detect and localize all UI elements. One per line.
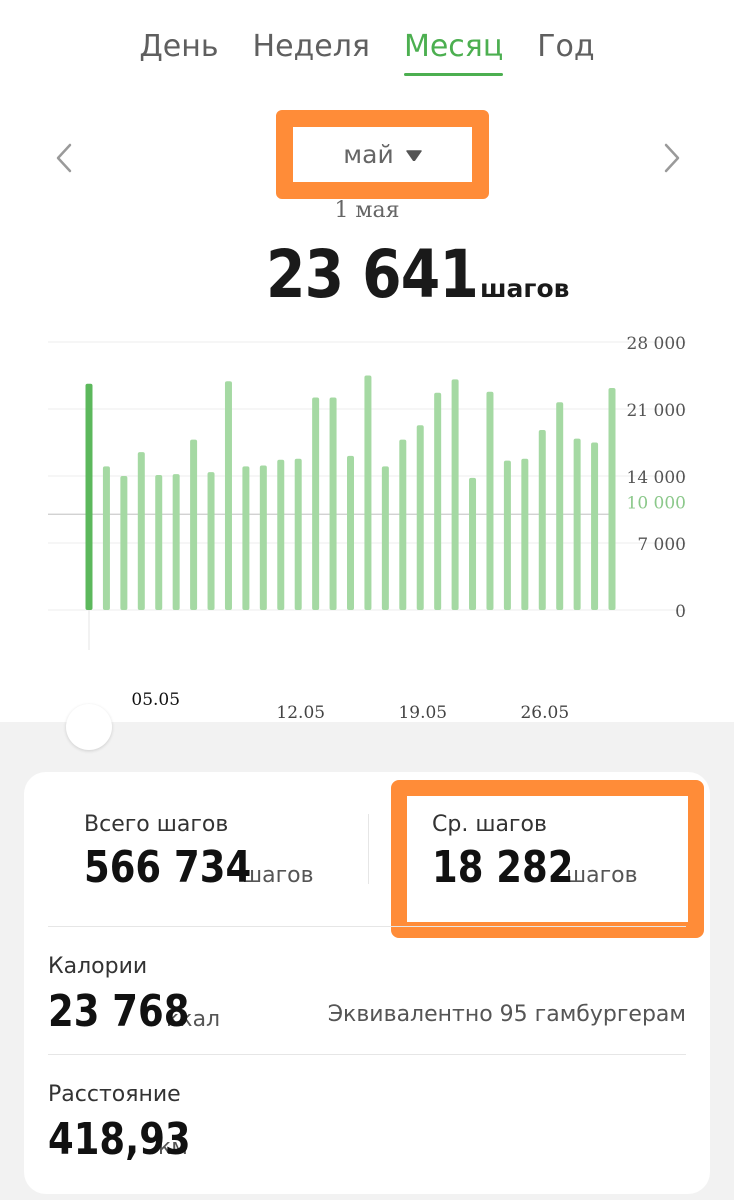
bar[interactable] (434, 392, 442, 610)
avg-steps: 18 282 шагов (432, 842, 638, 893)
bar[interactable] (155, 475, 163, 610)
chevron-left-icon (56, 143, 72, 173)
bar[interactable] (608, 387, 616, 610)
calories-value: 23 768 (48, 986, 190, 1037)
bar[interactable] (503, 460, 511, 610)
avg-highlight-frame (391, 780, 704, 938)
tab-week[interactable]: Неделя (252, 29, 370, 64)
selected-steps: 23 641 шагов (266, 236, 569, 313)
bar[interactable] (469, 477, 477, 610)
bar[interactable] (294, 458, 302, 610)
bar[interactable] (277, 459, 285, 610)
total-steps-label: Всего шагов (84, 812, 229, 837)
chevron-right-icon (664, 143, 680, 173)
bar[interactable] (224, 381, 232, 610)
bar[interactable] (347, 455, 354, 610)
divider (48, 926, 686, 927)
bar[interactable] (207, 472, 215, 610)
bar[interactable] (172, 474, 180, 610)
selected-steps-unit: шагов (480, 274, 570, 303)
x-tick-label: 26.05 (520, 703, 569, 720)
x-tick-label: 05.05 (131, 690, 180, 710)
bar[interactable] (573, 438, 581, 610)
bar[interactable] (556, 402, 564, 610)
total-steps: 566 734 шагов (84, 842, 314, 893)
period-tabs: День Неделя Месяц Год (0, 28, 734, 76)
y-tick-label: 21 000 (627, 401, 686, 421)
tab-day[interactable]: День (139, 29, 219, 64)
y-tick-label: 28 000 (627, 334, 686, 354)
bar[interactable] (451, 379, 459, 610)
bar[interactable] (259, 465, 267, 610)
bar[interactable] (102, 466, 110, 610)
calories-unit: ккал (166, 1007, 221, 1032)
total-steps-unit: шагов (242, 863, 314, 888)
chart-scroll-handle[interactable] (66, 704, 112, 750)
bar[interactable] (399, 439, 407, 610)
bar[interactable] (416, 425, 424, 610)
bar[interactable] (486, 391, 494, 610)
x-tick-label: 19.05 (398, 703, 447, 720)
stats-divider (368, 814, 369, 884)
bar[interactable] (312, 397, 320, 610)
month-highlight-frame (276, 110, 489, 199)
total-steps-value: 566 734 (84, 842, 252, 893)
bar[interactable] (190, 439, 198, 610)
bar[interactable] (329, 397, 337, 610)
month-label: май (343, 140, 394, 169)
distance-unit: км (158, 1135, 188, 1160)
bar[interactable] (591, 442, 599, 611)
avg-steps-label: Ср. шагов (432, 812, 547, 837)
bar[interactable] (137, 452, 145, 610)
avg-steps-value: 18 282 (432, 842, 574, 893)
calories: 23 768 ккал (48, 986, 220, 1037)
bar-selected[interactable] (85, 383, 93, 610)
bar[interactable] (521, 458, 529, 610)
calories-equivalent: Эквивалентно 95 гамбургерам (327, 1002, 686, 1027)
steps-bar-chart[interactable]: 28 000 21 000 14 000 7 000 0 10 000 05.05 12.05… (0, 320, 734, 720)
y-tick-label: 0 (675, 602, 686, 622)
previous-month-button[interactable] (44, 138, 84, 178)
selected-steps-value: 23 641 (266, 236, 479, 313)
calories-label: Калории (48, 954, 148, 979)
distance-value: 418,93 (48, 1114, 191, 1165)
bar[interactable] (120, 476, 128, 610)
selected-date: 1 мая (334, 198, 400, 223)
y-tick-label: 14 000 (627, 468, 686, 488)
next-month-button[interactable] (652, 138, 692, 178)
bar[interactable] (538, 430, 546, 610)
avg-steps-unit: шагов (566, 863, 638, 888)
divider (48, 1054, 686, 1055)
tab-month[interactable]: Месяц (403, 28, 504, 76)
distance: 418,93 км (48, 1114, 191, 1165)
goal-label: 10 000 (627, 493, 686, 513)
y-tick-label: 7 000 (637, 535, 686, 555)
bar[interactable] (242, 466, 250, 610)
bar[interactable] (381, 466, 389, 610)
distance-label: Расстояние (48, 1082, 181, 1107)
bar[interactable] (364, 375, 372, 611)
month-dropdown[interactable]: май (293, 127, 472, 182)
tab-year[interactable]: Год (537, 29, 595, 64)
x-tick-label: 12.05 (276, 703, 325, 720)
dropdown-arrow-icon (405, 149, 422, 161)
